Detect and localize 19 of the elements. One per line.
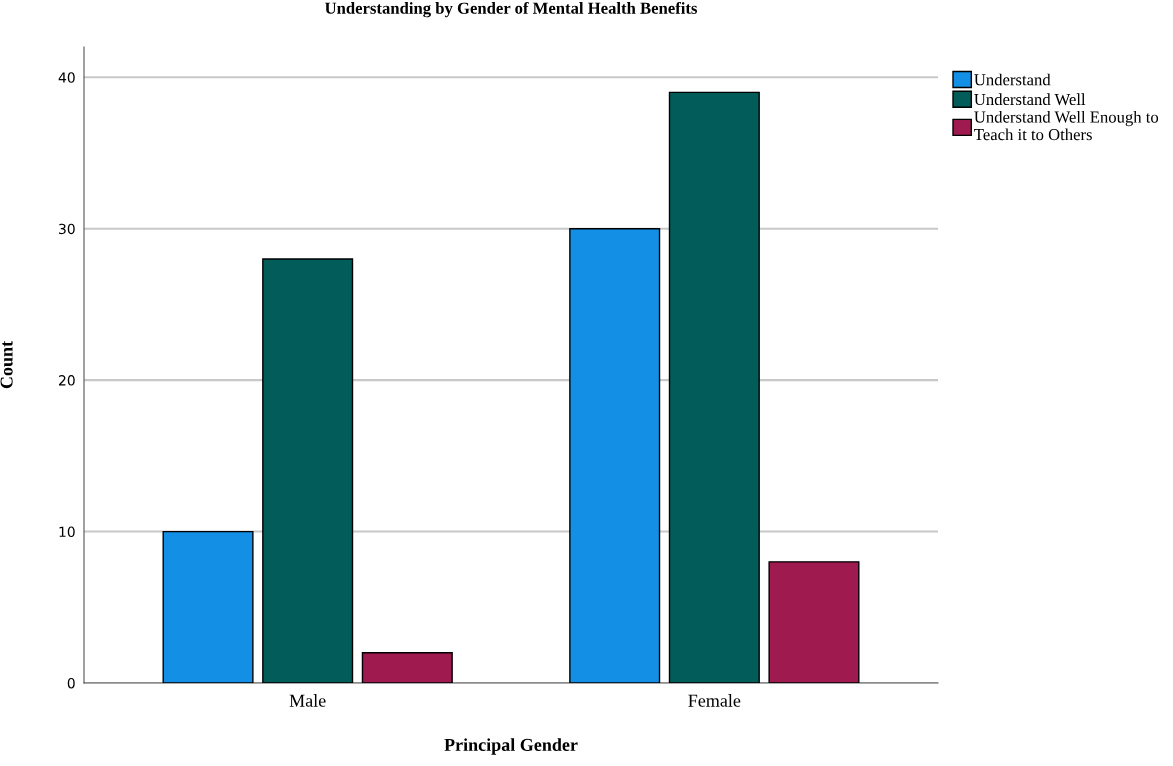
legend-label: Understand Well <box>974 93 1086 106</box>
y-tick-label: 40 <box>58 72 75 83</box>
y-tick-label: 0 <box>67 677 75 689</box>
y-tick-label: 30 <box>59 223 75 235</box>
y-tick-label: 10 <box>59 526 75 538</box>
legend-label: Understand <box>974 73 1051 86</box>
y-axis-title: Count <box>0 341 13 389</box>
bar <box>262 258 354 683</box>
x-tick-label: Male <box>289 694 326 707</box>
chart-title: Understanding by Gender of Mental Health Benefits <box>324 1 698 18</box>
bar <box>361 652 453 683</box>
bar <box>768 561 860 683</box>
bar <box>668 91 760 683</box>
y-tick-label: 20 <box>59 375 75 386</box>
bar <box>162 530 254 683</box>
x-axis-title: Principal Gender <box>444 738 578 755</box>
x-tick-label: Female <box>688 694 741 707</box>
legend-label: Understand Well Enough to Teach it to Others <box>974 110 1159 141</box>
bar <box>569 228 661 683</box>
